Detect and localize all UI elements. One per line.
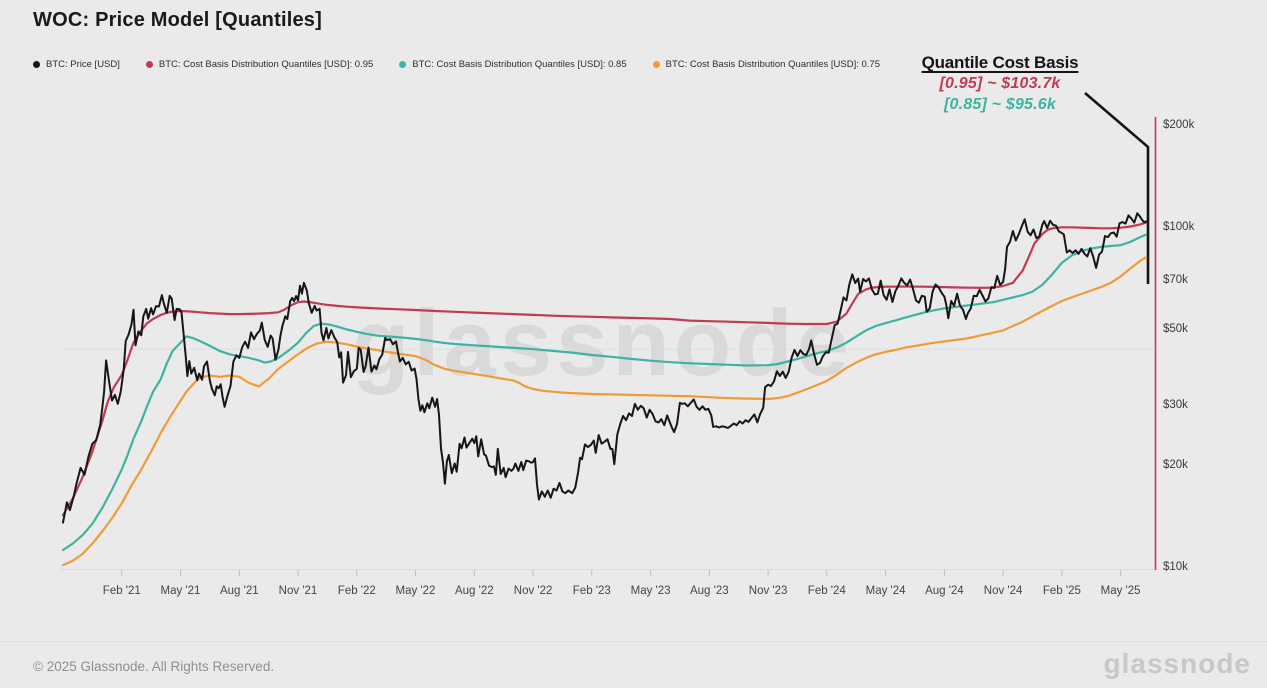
y-tick-label: $200k	[1163, 118, 1195, 131]
x-tick-label: May '21	[160, 585, 201, 597]
y-tick-label: $30k	[1163, 398, 1188, 411]
x-tick-label: Nov '21	[278, 585, 318, 597]
quantile-075-dot-icon	[652, 61, 660, 68]
x-tick-label: Feb '25	[1042, 585, 1081, 597]
x-tick-label: May '24	[865, 585, 906, 597]
x-tick-label: Aug '24	[925, 585, 964, 597]
legend-item-label: BTC: Cost Basis Distribution Quantiles […	[412, 59, 627, 70]
legend-item-label: BTC: Cost Basis Distribution Quantiles […	[158, 59, 374, 70]
x-tick-label: Aug '21	[219, 585, 259, 597]
x-tick-label: May '22	[395, 585, 436, 597]
y-tick-label: $50k	[1163, 323, 1188, 336]
x-tick-label: Nov '22	[513, 585, 553, 597]
legend-item-quantile-095[interactable]: BTC: Cost Basis Distribution Quantiles […	[145, 59, 374, 70]
x-tick-label: Feb '22	[337, 585, 376, 597]
series-line-1	[61, 221, 1148, 517]
x-tick-label: Feb '21	[102, 585, 141, 597]
x-tick-label: Nov '23	[748, 585, 788, 597]
annotation-block: Quantile Cost Basis [0.95] ~ $103.7k [0.…	[878, 52, 1122, 115]
quantile-095-dot-icon	[145, 61, 153, 68]
x-tick-label: May '25	[1100, 585, 1141, 597]
legend-item-label: BTC: Price [USD]	[46, 59, 120, 70]
quantile-085-dot-icon	[399, 61, 407, 68]
series-line-2	[61, 233, 1148, 552]
x-tick-label: Nov '24	[983, 585, 1023, 597]
x-tick-label: May '23	[630, 585, 671, 597]
legend-item-label: BTC: Cost Basis Distribution Quantiles […	[665, 59, 880, 70]
y-tick-label: $70k	[1163, 273, 1188, 286]
glassnode-logo: glassnode	[1103, 648, 1251, 679]
annotation-q95-value: [0.95] ~ $103.7k	[939, 75, 1061, 92]
page-title: WOC: Price Model [Quantiles]	[33, 9, 322, 31]
x-tick-label: Feb '23	[572, 585, 611, 597]
y-tick-label: $100k	[1163, 221, 1195, 233]
legend-item-quantile-085[interactable]: BTC: Cost Basis Distribution Quantiles […	[399, 59, 627, 70]
series-line-3	[61, 256, 1148, 567]
footer-divider	[0, 641, 1267, 642]
annotation-q85-value: [0.85] ~ $95.6k	[944, 96, 1056, 113]
y-tick-label: $20k	[1163, 458, 1188, 471]
x-tick-label: Feb '24	[807, 585, 846, 597]
price-series-dot-icon	[33, 61, 40, 68]
legend: BTC: Price [USD] BTC: Cost Basis Distrib…	[33, 59, 880, 70]
annotation-title: Quantile Cost Basis	[921, 53, 1079, 72]
legend-item-price[interactable]: BTC: Price [USD]	[33, 59, 120, 70]
x-tick-label: Aug '23	[689, 585, 729, 597]
x-tick-label: Aug '22	[454, 585, 494, 597]
legend-item-quantile-075[interactable]: BTC: Cost Basis Distribution Quantiles […	[652, 59, 880, 70]
copyright-text: © 2025 Glassnode. All Rights Reserved.	[33, 659, 275, 674]
y-tick-label: $10k	[1163, 561, 1188, 573]
series-line-0	[62, 212, 1148, 524]
annotation-arrow	[1084, 92, 1150, 284]
